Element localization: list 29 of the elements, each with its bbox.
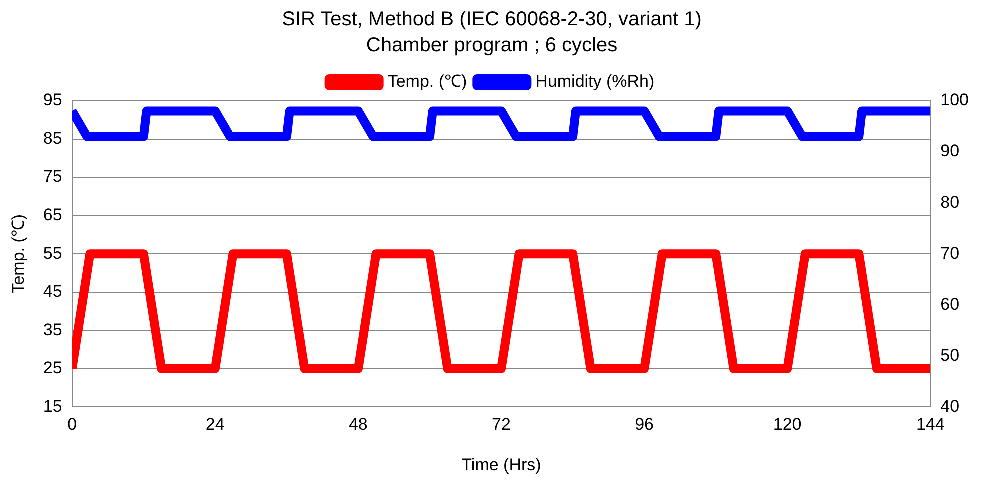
x-tick-label: 24 (206, 415, 225, 434)
y2-tick-label: 60 (940, 294, 960, 314)
y-tick-label: 35 (43, 320, 62, 340)
x-tick-label: 48 (348, 415, 368, 434)
y-tick-label: 85 (43, 128, 62, 148)
legend-label: Temp. (℃) (388, 72, 468, 92)
x-axis-title: Time (Hrs) (462, 455, 542, 474)
x-tick-label: 72 (492, 415, 511, 434)
x-tick-label: 0 (68, 415, 78, 434)
y-tick-label: 45 (43, 282, 62, 302)
y2-tick-label: 100 (940, 90, 970, 110)
y-axis-title: Temp. (℃) (8, 214, 28, 294)
y-tick-label: 55 (43, 244, 62, 263)
x-tick-label: 144 (916, 415, 945, 434)
y-tick-label: 75 (43, 167, 62, 186)
y-tick-label: 15 (43, 396, 62, 416)
x-tick-label: 120 (773, 415, 802, 434)
legend-label: Humidity (%Rh) (536, 72, 655, 92)
y2-tick-label: 50 (940, 346, 960, 365)
x-tick-label: 96 (635, 415, 654, 434)
y2-tick-label: 90 (940, 142, 960, 161)
y-tick-label: 65 (43, 206, 62, 225)
y2-tick-label: 70 (940, 244, 960, 263)
chart-subtitle: Chamber program ; 6 cycles (366, 34, 618, 57)
y2-tick-label: 80 (940, 192, 960, 212)
y-tick-label: 25 (43, 358, 62, 378)
chart-title: SIR Test, Method B (IEC 60068-2-30, variant 1) (282, 8, 702, 31)
y-tick-label: 95 (43, 90, 62, 110)
y2-tick-label: 40 (940, 396, 960, 416)
